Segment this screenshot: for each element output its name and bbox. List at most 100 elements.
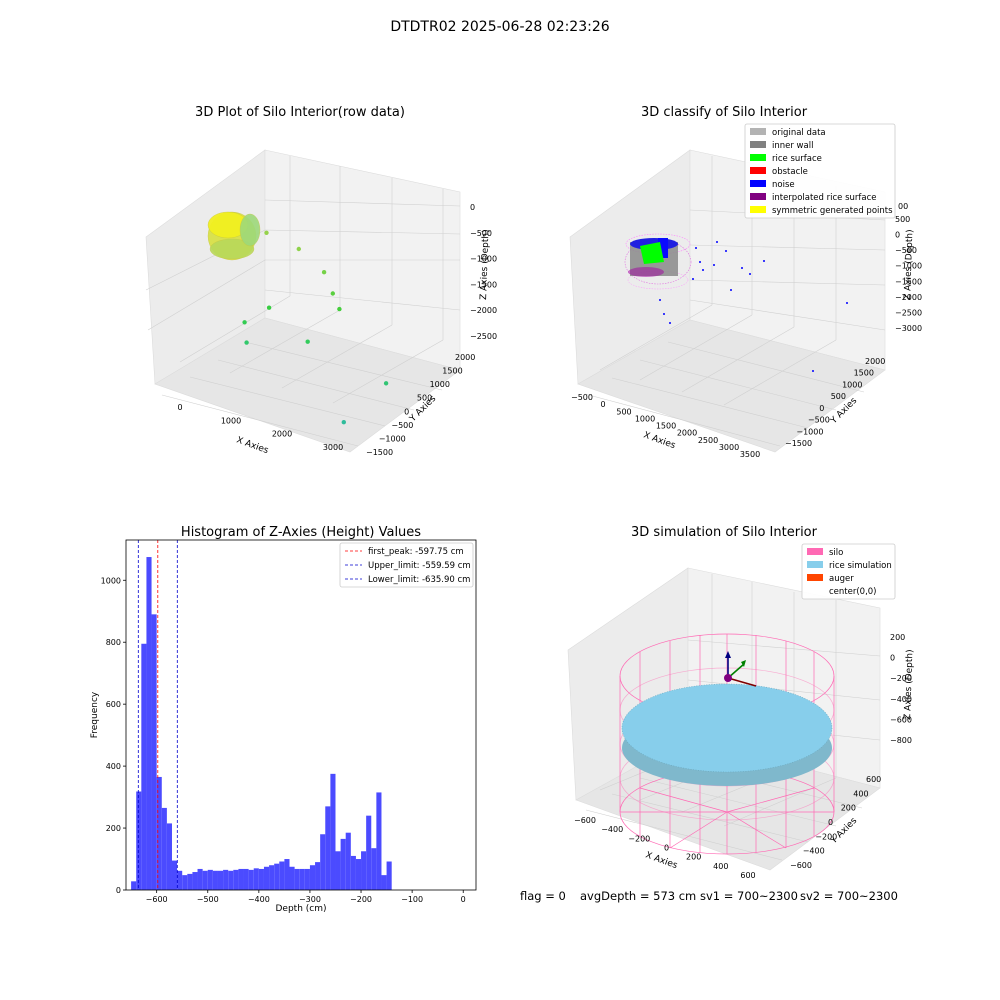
histogram-bar — [202, 870, 208, 890]
histogram-bar — [386, 861, 392, 890]
histogram-y-ticks: 0 200 400 600 800 1000 — [101, 576, 126, 895]
y-tick-label: 400 — [106, 762, 121, 771]
raw-y-tick: −500 — [391, 421, 413, 430]
histogram-bar — [361, 851, 367, 890]
histogram-bar — [141, 643, 147, 890]
noise-point — [663, 313, 665, 315]
raw-z-tick: −1500 — [470, 280, 497, 289]
simulation-z-axis-label: Z Axies (Depth) — [903, 649, 915, 720]
status-bar: flag = 0 avgDepth = 573 cm sv1 = 700~230… — [520, 889, 898, 903]
histogram-bar — [146, 557, 152, 890]
pane-floor — [577, 319, 886, 453]
classify-x-tick: −500 — [571, 393, 593, 402]
y-tick-label: 600 — [106, 700, 121, 709]
classify-z-tick: −2500 — [895, 308, 922, 317]
classify-z-tick: −3000 — [895, 324, 922, 333]
simulation-x-tick: −200 — [628, 834, 650, 843]
simulation-y-tick: −600 — [790, 861, 812, 870]
classify-y-tick: 1000 — [842, 380, 862, 389]
histogram-bar — [376, 792, 382, 890]
histogram-bar — [294, 868, 300, 890]
raw-point — [321, 270, 327, 275]
noise-point — [763, 260, 765, 262]
histogram-bar — [284, 859, 290, 890]
x-tick-label: −200 — [350, 895, 372, 904]
histogram-bar — [350, 855, 356, 890]
x-tick-label: −500 — [197, 895, 219, 904]
classify-x-tick: 1000 — [635, 414, 655, 423]
noise-point — [749, 273, 751, 275]
classify-y-tick: 1500 — [854, 369, 874, 378]
legend-label: symmetric generated points — [772, 206, 893, 216]
figure-suptitle: DTDTR02 2025-06-28 02:23:26 — [390, 19, 609, 35]
classify-z-tick: −500 — [895, 246, 917, 255]
histogram-bar — [228, 870, 234, 890]
histogram-bar — [166, 823, 172, 890]
raw-point — [341, 420, 346, 425]
raw-scatter-points — [242, 230, 389, 425]
legend-swatch — [750, 128, 766, 135]
legend-label: Upper_limit: -559.59 cm — [368, 561, 471, 571]
noise-points — [659, 241, 848, 372]
noise-point — [669, 322, 671, 324]
histogram-bar — [136, 791, 142, 890]
histogram-bar — [315, 862, 321, 890]
raw-y-tick: −1500 — [366, 448, 393, 457]
histogram-bar — [161, 807, 167, 890]
classify-z-tick: 0 — [895, 231, 900, 240]
classify-x-tick: 3000 — [719, 443, 739, 452]
raw-x-tick: 3000 — [323, 443, 343, 452]
pane-floor — [154, 317, 461, 453]
simulation-x-tick: 400 — [713, 862, 728, 871]
histogram-bar — [187, 873, 193, 890]
raw-y-tick: 2000 — [455, 353, 475, 362]
simulation-y-tick: −200 — [815, 832, 837, 841]
x-tick-label: −400 — [248, 895, 270, 904]
histogram-bar — [381, 875, 387, 890]
histogram-bar — [248, 869, 254, 890]
histogram-bar — [309, 865, 316, 890]
raw-z-tick: −500 — [470, 229, 492, 238]
noise-point — [695, 247, 697, 249]
raw-x-tick: 0 — [177, 403, 182, 412]
histogram-bar — [325, 806, 331, 890]
legend-label: obstacle — [772, 167, 808, 177]
classify-y-tick: 2000 — [865, 357, 885, 366]
noise-point — [692, 278, 694, 280]
histogram-bar — [304, 868, 310, 890]
classify-axis-ticks: −5000500100015002000250030003500−1500−10… — [571, 215, 922, 459]
noise-point — [702, 269, 704, 271]
raw-point — [383, 381, 389, 386]
histogram-bar — [243, 868, 249, 890]
noise-point — [846, 302, 848, 304]
histogram-bar — [223, 869, 229, 890]
raw-z-tick: −2000 — [470, 306, 497, 315]
histogram-bar — [177, 870, 183, 890]
legend-swatch — [750, 167, 766, 174]
classify-z-tick: −2000 — [895, 293, 922, 302]
legend-label: original data — [772, 128, 826, 138]
simulation-x-tick: −600 — [574, 816, 596, 825]
raw-point — [296, 246, 301, 252]
sv2-text: sv2 = 700~2300 — [800, 889, 898, 903]
raw-point — [330, 291, 335, 296]
y-tick-label: 200 — [106, 824, 121, 833]
histogram-bar — [258, 868, 264, 890]
noise-point — [713, 264, 715, 266]
classify-3d-plot-title: 3D classify of Silo Interior — [641, 105, 808, 120]
raw-point-cloud-ring — [207, 211, 261, 261]
legend-label: noise — [772, 180, 795, 190]
classify-legend: original data inner wall rice surface obsta… — [744, 123, 896, 219]
histogram-bar — [263, 866, 270, 890]
legend-label: first_peak: -597.75 cm — [368, 547, 464, 557]
histogram-title: Histogram of Z-Axies (Height) Values — [181, 525, 421, 540]
histogram-x-ticks: −600 −500 −400 −300 −200 −100 0 — [146, 890, 466, 904]
raw-axis-ticks: 0 1000 2000 3000 −1500 −1000 −500 0 500 1000 1500 2… — [177, 203, 497, 457]
depth-histogram: Histogram of Z-Axies (Height) Values −60… — [90, 525, 477, 914]
legend-label: center(0,0) — [829, 587, 877, 597]
classified-silo-cluster — [624, 233, 692, 290]
x-tick-label: −600 — [146, 895, 168, 904]
simulation-z-tick: 200 — [890, 633, 905, 642]
x-tick-label: 0 — [461, 895, 466, 904]
